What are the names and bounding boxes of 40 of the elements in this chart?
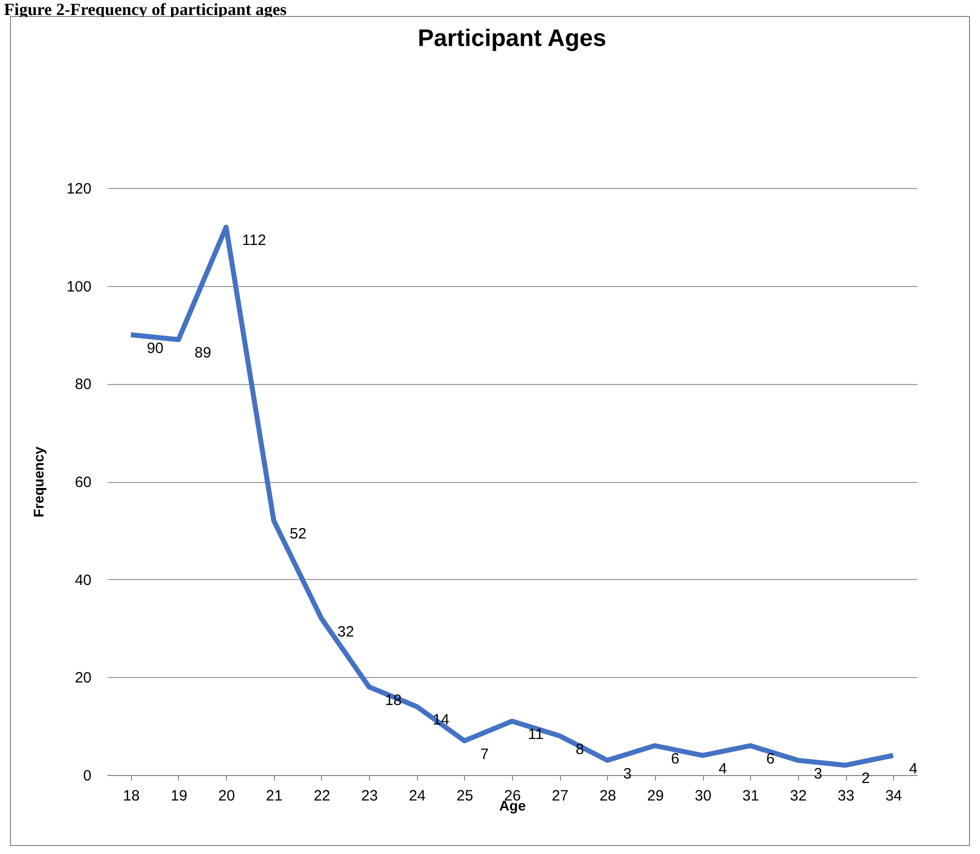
x-tick-label: 25 — [456, 788, 474, 804]
data-label: 6 — [766, 750, 775, 768]
x-tick-label: 34 — [885, 788, 902, 804]
data-label: 4 — [718, 760, 727, 778]
y-axis-title: Frequency — [30, 446, 46, 518]
y-tick-label: 0 — [83, 768, 92, 784]
x-tick-label: 22 — [314, 788, 330, 804]
data-label: 112 — [242, 232, 266, 250]
y-tick-label: 60 — [74, 474, 92, 491]
data-label: 32 — [337, 623, 354, 640]
x-tick-label: 19 — [170, 788, 188, 804]
data-label: 4 — [909, 760, 918, 778]
y-tick-label: 40 — [74, 572, 92, 589]
caption: Figure 2-Frequency of participant ages — [4, 0, 288, 19]
data-label: 11 — [528, 726, 544, 744]
data-label: 3 — [814, 765, 822, 782]
x-tick-label: 29 — [647, 788, 664, 804]
data-label: 89 — [194, 344, 212, 362]
y-tick-label: 20 — [74, 670, 92, 687]
data-label: 7 — [480, 746, 489, 763]
data-label: 90 — [146, 340, 164, 357]
y-tick-label: 120 — [66, 180, 92, 198]
x-tick-label: 30 — [694, 788, 712, 804]
data-label: 52 — [290, 526, 306, 543]
data-label: 6 — [670, 750, 680, 768]
x-tick-label: 32 — [790, 788, 807, 804]
x-tick-label: 28 — [599, 788, 616, 804]
data-label: 2 — [862, 770, 870, 788]
x-tick-label: 18 — [122, 788, 140, 804]
x-tick-label: 20 — [218, 788, 235, 804]
x-tick-label: 27 — [552, 788, 568, 804]
x-tick-label: 31 — [742, 788, 760, 804]
x-tick-label: 23 — [361, 788, 378, 804]
x-tick-label: 21 — [266, 788, 283, 804]
chart-title: Participant Ages — [418, 25, 606, 52]
y-tick-label: 80 — [74, 376, 92, 394]
x-tick-label: 33 — [838, 788, 854, 804]
data-label: 3 — [623, 765, 632, 782]
y-tick-label: 100 — [66, 278, 92, 296]
x-tick-label: 24 — [408, 788, 426, 804]
